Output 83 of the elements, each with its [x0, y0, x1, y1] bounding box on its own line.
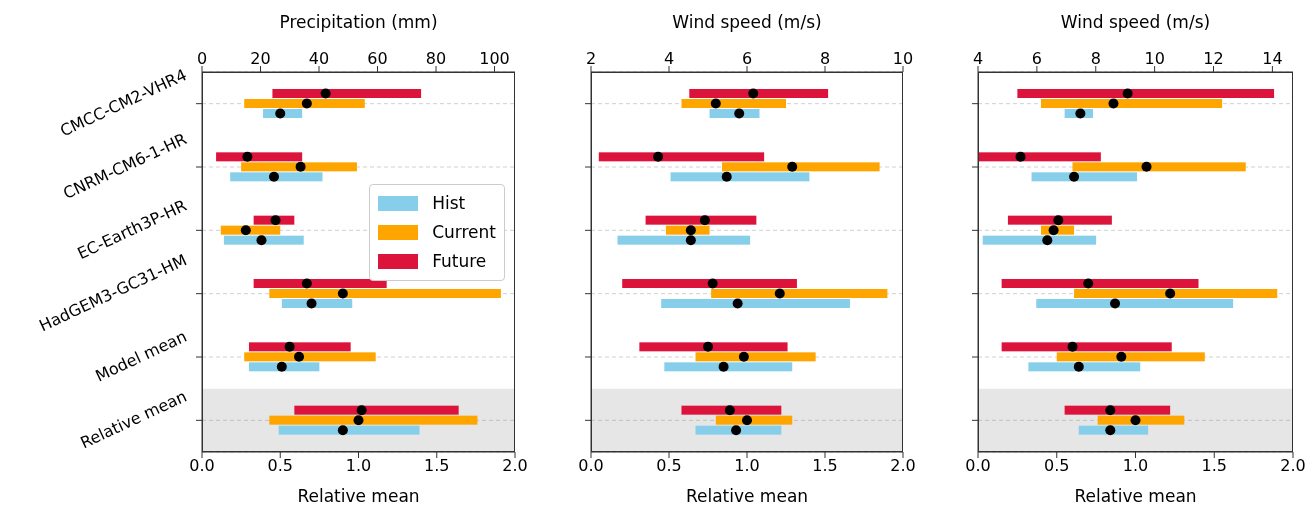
bar [639, 342, 788, 352]
x2-tick-label: 4 [972, 49, 984, 68]
bar [1031, 172, 1138, 182]
x-tick-label: 0.0 [965, 456, 991, 476]
bar [1017, 89, 1275, 98]
bar [695, 352, 816, 362]
bar [622, 279, 797, 288]
legend-label: Current [432, 222, 496, 242]
x2-tick-label: 6 [1031, 49, 1042, 68]
bar [1074, 289, 1278, 298]
bar [695, 425, 782, 435]
bar [244, 99, 365, 108]
bar [248, 342, 351, 352]
x-tick-label: 2.0 [502, 456, 528, 476]
x2-tick-label: 8 [1090, 49, 1101, 68]
bar [1007, 215, 1112, 225]
bar [278, 425, 420, 435]
x2-tick-label: 12 [1203, 49, 1224, 68]
bar [645, 215, 757, 225]
bar [1001, 279, 1199, 288]
legend-label: Hist [432, 193, 466, 213]
bar [1036, 299, 1234, 308]
legend-label: Future [432, 251, 487, 271]
bar [978, 152, 1101, 162]
bar [689, 89, 829, 98]
x2-tick-label: 14 [1262, 49, 1283, 68]
x-tick-label: 0.0 [578, 456, 604, 476]
x-tick-label: 2.0 [890, 456, 916, 476]
bar [253, 279, 387, 288]
x2-tick-label: 80 [425, 49, 447, 68]
x2-tick-label: 10 [1144, 49, 1165, 68]
x-tick-label: 1.5 [812, 456, 838, 476]
x2-tick-label: 4 [663, 49, 675, 68]
x-tick-label: 1.5 [1201, 456, 1227, 476]
bar [982, 235, 1097, 245]
bar [1072, 162, 1246, 172]
bar [241, 162, 357, 172]
x-tick-label: 0.5 [1044, 456, 1070, 476]
bar [664, 362, 793, 372]
bar [272, 89, 422, 98]
x-tick-label: 1.0 [345, 456, 372, 476]
x-tick-label: 0.0 [189, 456, 215, 476]
x-tick-label: 1.0 [1122, 456, 1149, 476]
x2-axis-title: Wind speed (m/s) [672, 12, 822, 33]
x2-tick-label: 10 [892, 49, 914, 68]
bar [223, 235, 304, 245]
bar [681, 99, 786, 108]
bar [244, 352, 376, 362]
x2-tick-label: 0 [196, 49, 208, 68]
x2-tick-label: 100 [479, 49, 510, 68]
x-tick-label: 0.5 [267, 456, 293, 476]
bar [269, 289, 501, 298]
x-tick-label: 1.5 [424, 456, 450, 476]
bar [230, 172, 323, 182]
x-axis-title: Relative mean [297, 486, 420, 506]
x2-tick-label: 40 [308, 49, 330, 68]
bar [1028, 362, 1141, 372]
x2-axis-title: Precipitation (mm) [279, 12, 438, 33]
bar [617, 235, 751, 245]
bar [722, 162, 880, 172]
x-tick-label: 1.0 [734, 456, 760, 476]
bar [681, 405, 782, 415]
x-tick-label: 2.0 [1280, 456, 1306, 476]
x2-tick-label: 8 [819, 49, 831, 68]
bar [216, 152, 303, 162]
x-axis-title: Relative mean [685, 486, 809, 506]
x2-axis-title: Wind speed (m/s) [1060, 12, 1211, 33]
x2-tick-label: 60 [367, 49, 388, 68]
bar [711, 289, 888, 298]
bar [1041, 99, 1223, 108]
x2-tick-label: 2 [585, 49, 597, 68]
x-axis-title: Relative mean [1074, 486, 1197, 506]
bar [670, 172, 810, 182]
x2-tick-label: 20 [250, 49, 271, 68]
bar [1001, 342, 1172, 352]
bar [661, 299, 850, 308]
bar [294, 405, 459, 415]
bar [598, 152, 765, 162]
x-tick-label: 0.5 [656, 456, 682, 476]
bar [269, 415, 478, 425]
x2-tick-label: 6 [741, 49, 753, 68]
bar [1064, 405, 1171, 415]
bar [1056, 352, 1205, 362]
